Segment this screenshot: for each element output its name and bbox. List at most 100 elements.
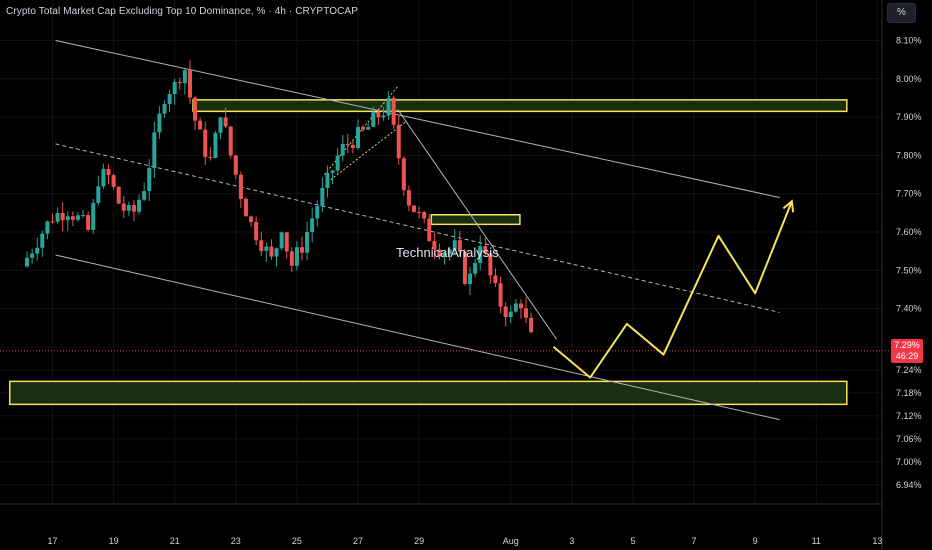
drawing-lines: [0, 40, 890, 421]
candle-down: [412, 205, 417, 212]
candle-down: [361, 126, 366, 130]
y-tick-label: 8.10%: [896, 36, 922, 46]
candle-down: [223, 117, 228, 127]
candle-up: [162, 104, 167, 114]
candle-up: [35, 247, 40, 254]
candle-down: [208, 156, 213, 158]
candle-up: [335, 155, 340, 171]
candle-down: [396, 124, 401, 159]
candle-down: [376, 112, 381, 118]
candle-down: [432, 241, 437, 250]
candle-down: [238, 174, 243, 199]
candle-up: [101, 168, 106, 187]
candle-up: [218, 117, 223, 133]
candle-down: [529, 317, 534, 333]
projection-layer: [552, 199, 795, 379]
candle-down: [70, 216, 75, 220]
watermark-text: TechnicalAnalysis: [396, 245, 499, 260]
median-channel-line: [55, 143, 780, 313]
candle-down: [111, 175, 116, 187]
candle-up: [182, 70, 187, 84]
lower-channel-line: [55, 254, 780, 421]
small-resistance-zone: [430, 214, 521, 226]
candle-up: [172, 81, 177, 95]
candle-up: [473, 263, 478, 274]
candle-up: [478, 246, 483, 264]
candle-down: [427, 218, 432, 242]
countdown-value: 46:29: [895, 351, 919, 361]
candle-up: [147, 168, 152, 192]
candle-down: [483, 246, 488, 254]
y-tick-label: 7.70%: [896, 189, 922, 199]
y-tick-label: 7.40%: [896, 304, 922, 314]
candle-down: [203, 129, 208, 157]
candle-down: [187, 70, 192, 98]
candle-down: [60, 212, 65, 221]
candle-up: [310, 218, 315, 233]
resistance-zone: [192, 99, 848, 113]
candle-down: [177, 81, 182, 84]
candle-down: [518, 303, 523, 309]
x-tick-label: 23: [231, 536, 241, 546]
y-tick-label: 6.94%: [896, 480, 922, 490]
candle-down: [299, 247, 304, 253]
x-tick-label: 3: [569, 536, 574, 546]
candle-down: [350, 144, 355, 149]
candle-up: [508, 311, 513, 318]
x-tick-label: 7: [692, 536, 697, 546]
candle-down: [406, 190, 411, 206]
x-tick-label: 5: [630, 536, 635, 546]
candle-down: [289, 251, 294, 266]
x-tick-label: 9: [753, 536, 758, 546]
candle-down: [249, 216, 254, 222]
x-tick-label: 19: [109, 536, 119, 546]
upper-channel-line: [55, 40, 780, 199]
candle-down: [457, 240, 462, 252]
candle-down: [422, 212, 427, 219]
candle-up: [25, 257, 30, 267]
candle-down: [401, 158, 406, 191]
candle-up: [55, 212, 60, 222]
candle-down: [391, 97, 396, 125]
candle-up: [91, 202, 96, 230]
candle-down: [193, 97, 198, 121]
candle-down: [498, 283, 503, 307]
candle-up: [371, 112, 376, 127]
x-tick-label: 17: [47, 536, 57, 546]
candle-up: [65, 216, 70, 221]
chart-title: Crypto Total Market Cap Excluding Top 10…: [6, 6, 358, 17]
unit-button[interactable]: %: [887, 3, 916, 23]
y-tick-label: 7.18%: [896, 388, 922, 398]
candle-down: [437, 249, 442, 257]
candle-down: [50, 221, 55, 223]
candle-down: [503, 306, 508, 318]
candle-up: [137, 199, 142, 212]
candle-up: [366, 126, 371, 130]
candle-down: [233, 155, 238, 175]
x-tick-label: 11: [812, 536, 821, 546]
candle-up: [152, 132, 157, 169]
candle-up: [320, 187, 325, 207]
y-tick-label: 7.24%: [896, 365, 922, 375]
descending-trend-line: [397, 109, 557, 340]
candle-down: [116, 186, 121, 204]
rising-wedge-line: [327, 120, 408, 183]
candle-up: [315, 206, 320, 219]
candle-up: [81, 215, 86, 217]
candle-down: [131, 205, 136, 212]
rising-wedge-line: [324, 86, 399, 175]
candle-up: [96, 186, 101, 203]
x-tick-label: 25: [292, 536, 302, 546]
candle-up: [40, 233, 45, 248]
y-tick-label: 7.06%: [896, 434, 922, 444]
candle-down: [524, 308, 529, 318]
candle-down: [106, 168, 111, 176]
candle-up: [442, 253, 447, 257]
candle-up: [447, 249, 452, 254]
candle-down: [462, 251, 467, 284]
candle-up: [126, 205, 131, 211]
y-tick-label: 7.60%: [896, 227, 922, 237]
candle-up: [157, 113, 162, 133]
